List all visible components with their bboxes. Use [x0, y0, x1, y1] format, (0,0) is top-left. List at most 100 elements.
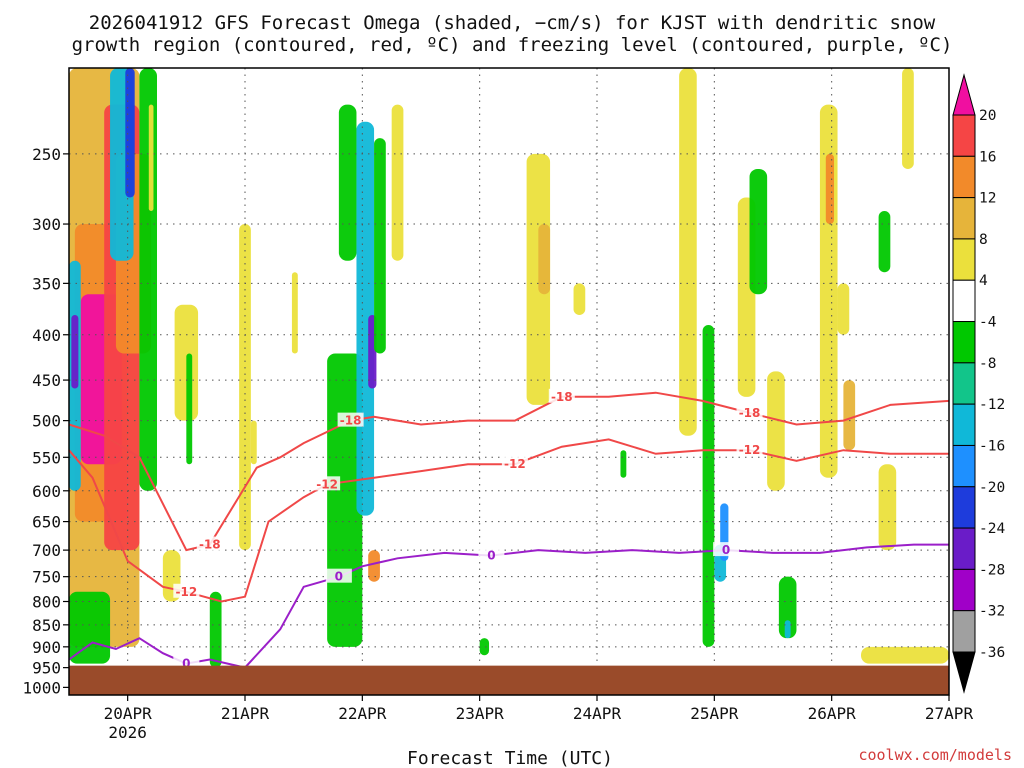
y-tick-label: 300: [32, 215, 61, 234]
colorbar-band: [952, 610, 976, 653]
omega-shade-cell: [837, 283, 850, 335]
y-tick-label: 250: [32, 145, 61, 164]
y-tick-label: 400: [32, 326, 61, 345]
contour-label: -12: [739, 443, 761, 457]
x-tick-label: 20APR: [104, 704, 153, 723]
colorbar-label: 20: [979, 108, 996, 124]
contour-label-bg: [713, 542, 740, 557]
colorbar-label: -4: [979, 315, 997, 331]
omega-shade-cell: [338, 104, 357, 261]
terrain-fill: [69, 665, 949, 695]
contour-label: -12: [175, 585, 197, 599]
colorbar-label: 8: [979, 232, 988, 248]
contour-lines: -18 -18 -18 -18 -12 -12 -12 -12 0 0 0 0: [68, 388, 950, 671]
colorbar-label: -16: [979, 438, 1005, 454]
colorbar-label: -20: [979, 480, 1005, 496]
omega-shade-cell: [878, 210, 891, 273]
x-tick-label: 25APR: [690, 704, 739, 723]
x-tick-label: 23APR: [456, 704, 505, 723]
x-tick-label: 21APR: [221, 704, 270, 723]
contour-label-bg: [337, 412, 364, 427]
colorbar-label: -12: [979, 397, 1005, 413]
colorbar-label: 16: [979, 149, 996, 165]
omega-shade-cell: [679, 68, 697, 436]
contour-label: 0: [335, 570, 343, 584]
x-tick-label: 22APR: [338, 704, 387, 723]
y-tick-label: 800: [32, 593, 61, 612]
contour-label-bg: [736, 442, 763, 457]
y-tick-label: 1000: [22, 678, 61, 697]
colorbar-band: [952, 403, 976, 446]
colorbar-label: -36: [979, 645, 1005, 661]
y-tick-label: 500: [32, 412, 61, 431]
omega-shade-cell: [538, 224, 551, 295]
y-tick-label: 600: [32, 482, 61, 501]
x-tick-sublabel: 2026: [108, 723, 147, 742]
colorbar-band: [952, 362, 976, 405]
contour-label-bg: [173, 583, 200, 598]
omega-shade-cell: [784, 620, 791, 639]
omega-shade-cell: [139, 68, 157, 491]
omega-shade-cell: [186, 353, 193, 465]
plot-background: [69, 68, 949, 695]
omega-shade-cell: [902, 68, 914, 169]
plot-area: -18 -18 -18 -18 -12 -12 -12 -12 0 0 0 0: [68, 67, 950, 696]
colorbar-band: [952, 238, 976, 281]
omega-shade-cell: [767, 371, 785, 491]
x-tick-label: 24APR: [573, 704, 622, 723]
y-tick-label: 700: [32, 541, 61, 560]
plot-frame: [68, 67, 950, 696]
y-tick-label: 900: [32, 638, 61, 657]
colorbar-band: [952, 651, 976, 694]
omega-shade-cell: [620, 450, 627, 478]
y-axis: 250 300 350 400 450 500 550 600 650 700 750 800 850 9…: [22, 145, 69, 697]
omega-shade-cell: [573, 283, 586, 316]
contour-label: 0: [182, 657, 190, 671]
grid-lines: [69, 68, 950, 695]
contour-label: 0: [487, 549, 495, 563]
x-tick-label: 26APR: [808, 704, 857, 723]
contour-label-bg: [501, 456, 528, 471]
omega-shade-cell: [861, 646, 949, 664]
colorbar-band: [952, 197, 976, 240]
colorbar-band: [952, 444, 976, 488]
colorbar-band: [952, 568, 976, 612]
omega-shade-cell: [391, 104, 404, 261]
y-tick-label: 750: [32, 568, 61, 587]
omega-shade-cell: [209, 591, 222, 668]
omega-shade-cell: [69, 591, 111, 664]
omega-shade-cell: [749, 168, 768, 295]
contour-label: -18: [739, 406, 761, 420]
colorbar-label: -32: [979, 604, 1005, 620]
contour-label: -18: [199, 538, 221, 552]
chart-title-line2: growth region (contoured, red, ºC) and f…: [72, 34, 953, 56]
contour-label: -18: [340, 414, 362, 428]
colorbar-label: 12: [979, 191, 996, 207]
omega-shade-cell: [825, 153, 835, 225]
colorbar-band: [952, 486, 976, 529]
omega-shade-cell: [778, 576, 797, 639]
contour-label-bg: [478, 547, 505, 562]
colorbar-band: [952, 527, 976, 570]
contour-label-bg: [325, 568, 352, 583]
contour-line-0: [68, 543, 949, 669]
colorbar-label: -8: [979, 356, 996, 372]
colorbar-band: [952, 279, 976, 323]
contour-label-bg: [314, 476, 341, 491]
colorbar-band: [952, 114, 976, 157]
colorbar: 20 16 12 8 4 -4 -8 -12 -16 -20 -24 -28 -32 -36: [952, 73, 1005, 694]
omega-shade-cell: [71, 315, 79, 389]
y-tick-label: 650: [32, 513, 61, 532]
colorbar-band: [952, 155, 976, 199]
contour-label-bg: [736, 404, 763, 419]
colorbar-label: -24: [979, 521, 1005, 537]
x-tick-label: 27APR: [925, 704, 974, 723]
y-tick-label: 450: [32, 371, 61, 390]
contour-label-bg: [196, 536, 223, 551]
y-tick-label: 950: [32, 659, 61, 678]
contour-label: -12: [504, 457, 526, 471]
omega-shade-cell: [374, 138, 386, 354]
y-tick-label: 550: [32, 448, 61, 467]
omega-shade-cell: [479, 638, 490, 656]
